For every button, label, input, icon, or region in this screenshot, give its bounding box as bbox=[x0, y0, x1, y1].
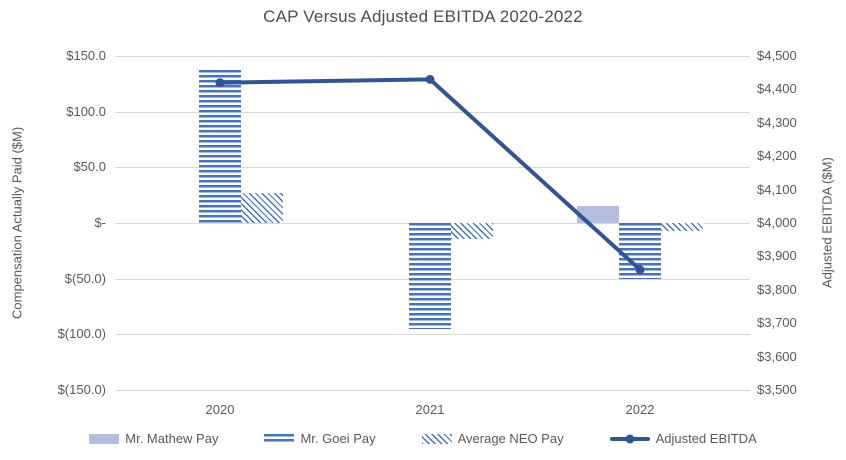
right-axis-tick-label: $3,700 bbox=[757, 315, 797, 331]
chart-legend: Mr. Mathew Pay Mr. Goei Pay Average NEO Pa… bbox=[0, 431, 846, 446]
line-point-adjusted-ebitda-2022 bbox=[635, 265, 645, 275]
line-point-adjusted-ebitda-2021 bbox=[425, 74, 435, 84]
line-series-layer bbox=[215, 74, 645, 275]
legend-swatch-mr-mathew-pay bbox=[89, 433, 120, 444]
legend-marker-adjusted-ebitda bbox=[625, 434, 635, 443]
chart-title: CAP Versus Adjusted EBITDA 2020-2022 bbox=[263, 7, 583, 26]
bar-average-neo-pay-2021 bbox=[451, 223, 493, 239]
line-point-adjusted-ebitda-2020 bbox=[215, 78, 225, 88]
gridline bbox=[115, 111, 750, 113]
bar-mr-goei-pay-2020 bbox=[199, 69, 241, 223]
gridline bbox=[115, 56, 750, 57]
legend-item-average-neo-pay: Average NEO Pay bbox=[421, 431, 564, 446]
line-adjusted-ebitda bbox=[218, 77, 642, 272]
right-axis-tick-label: $4,100 bbox=[757, 181, 797, 197]
right-axis-tick-label: $3,500 bbox=[757, 382, 797, 397]
left-axis-tick-label: $(50.0) bbox=[64, 270, 106, 286]
x-axis-label: 2022 bbox=[625, 402, 655, 417]
left-axis-tick-label: $100.0 bbox=[66, 103, 106, 119]
x-axis-label: 2021 bbox=[415, 402, 445, 417]
legend-label: Mr. Mathew Pay bbox=[125, 431, 219, 446]
right-axis-tick-label: $3,600 bbox=[757, 348, 797, 364]
gridline bbox=[115, 390, 750, 391]
gridline bbox=[115, 167, 750, 169]
left-axis-tick-label: $50.0 bbox=[73, 159, 106, 175]
left-axis-tick-label: $- bbox=[94, 215, 106, 230]
right-axis-tick-label: $4,400 bbox=[757, 81, 797, 97]
legend-label: Mr. Goei Pay bbox=[300, 431, 376, 446]
left-axis-tick-label: $150.0 bbox=[66, 48, 106, 63]
gridline bbox=[115, 334, 750, 336]
legend-label: Adjusted EBITDA bbox=[655, 431, 757, 446]
legend-label: Average NEO Pay bbox=[457, 431, 564, 446]
legend-swatch-average-neo-pay bbox=[421, 433, 452, 444]
bar-average-neo-pay-2022 bbox=[661, 223, 703, 231]
legend-swatch-mr-goei-pay bbox=[264, 433, 295, 444]
right-axis-tick-label: $4,500 bbox=[757, 48, 797, 63]
right-axis-tick-label: $4,200 bbox=[757, 148, 797, 164]
legend-item-mr-goei-pay: Mr. Goei Pay bbox=[264, 431, 376, 446]
left-axis-tick-label: $(100.0) bbox=[57, 326, 106, 342]
legend-swatch-adjusted-ebitda bbox=[609, 434, 650, 443]
left-axis-tick-label: $(150.0) bbox=[57, 382, 106, 397]
bar-average-neo-pay-2020 bbox=[241, 192, 283, 223]
legend-item-adjusted-ebitda: Adjusted EBITDA bbox=[609, 431, 757, 446]
right-axis-tick-label: $3,900 bbox=[757, 248, 797, 264]
bar-mr-mathew-pay-2022 bbox=[577, 206, 619, 223]
x-axis-label: 2020 bbox=[205, 402, 235, 417]
right-axis-tick-label: $4,000 bbox=[757, 215, 797, 230]
legend-item-mr-mathew-pay: Mr. Mathew Pay bbox=[89, 431, 218, 446]
right-axis-tick-label: $4,300 bbox=[757, 114, 797, 130]
right-axis-tick-label: $3,800 bbox=[757, 281, 797, 297]
bar-mr-goei-pay-2021 bbox=[409, 223, 451, 329]
